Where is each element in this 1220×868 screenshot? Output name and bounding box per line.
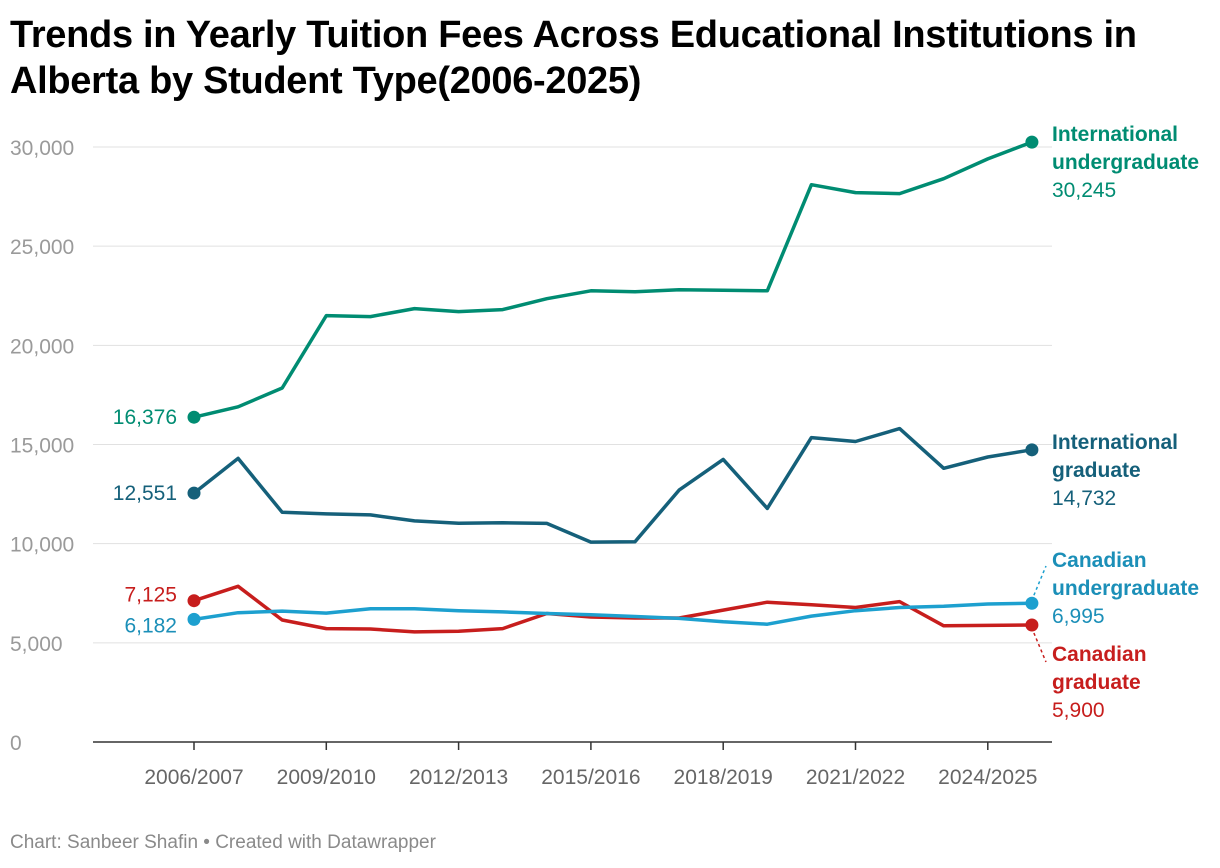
- end-point-marker: [1025, 596, 1039, 610]
- x-tick-label: 2009/2010: [277, 766, 376, 789]
- y-tick-label: 5,000: [10, 633, 63, 656]
- x-axis: 2006/2007 2009/2010 2012/2013 2015/2016 2018…: [93, 741, 1052, 789]
- series-lines: [187, 135, 1039, 634]
- y-tick-label: 30,000: [10, 137, 74, 160]
- gridlines: [93, 146, 1052, 644]
- x-tick-label: 2012/2013: [409, 766, 508, 789]
- start-point-marker: [187, 612, 201, 626]
- y-tick-label: 15,000: [10, 435, 74, 458]
- y-axis-ticks: 0 5,000 10,000 15,000 20,000 25,000 30,000: [10, 137, 74, 755]
- series-name-label: Canadian: [1052, 643, 1147, 666]
- x-tick-label: 2006/2007: [144, 766, 243, 789]
- end-value-label: 30,245: [1052, 179, 1116, 202]
- x-tick-label: 2021/2022: [806, 766, 905, 789]
- series-line: [192, 140, 1034, 419]
- end-value-label: 6,995: [1052, 605, 1105, 628]
- start-point-marker: [187, 486, 201, 500]
- series-labels: 16,376 12,551 6,182 7,125 International under…: [113, 123, 1199, 722]
- x-tick-label: 2015/2016: [541, 766, 640, 789]
- x-tick-label: 2018/2019: [674, 766, 773, 789]
- series-line: [192, 426, 1034, 544]
- y-tick-label: 20,000: [10, 335, 74, 358]
- y-tick-label: 25,000: [10, 236, 74, 259]
- end-point-marker: [1025, 135, 1039, 149]
- end-point-marker: [1025, 443, 1039, 457]
- series-name-label: undergraduate: [1052, 577, 1199, 600]
- series-name-label: Canadian: [1052, 549, 1147, 572]
- end-value-label: 5,900: [1052, 699, 1105, 722]
- series-name-label: graduate: [1052, 671, 1141, 694]
- series-line: [192, 601, 1034, 626]
- start-value-label: 16,376: [113, 406, 177, 429]
- end-point-marker: [1025, 618, 1039, 632]
- series-line: [192, 584, 1034, 634]
- x-tick-label: 2024/2025: [938, 766, 1037, 789]
- end-value-label: 14,732: [1052, 487, 1116, 510]
- start-value-label: 6,182: [124, 614, 177, 637]
- series-name-label: graduate: [1052, 459, 1141, 482]
- y-tick-label: 10,000: [10, 534, 74, 557]
- start-value-label: 12,551: [113, 482, 177, 505]
- chart-title: Trends in Yearly Tuition Fees Across Edu…: [10, 14, 1137, 102]
- y-tick-label: 0: [10, 732, 22, 755]
- start-value-label: 7,125: [124, 584, 177, 607]
- series-name-label: undergraduate: [1052, 151, 1199, 174]
- chart-credit: Chart: Sanbeer Shafin • Created with Dat…: [10, 832, 436, 853]
- start-point-marker: [187, 594, 201, 608]
- leader-line: [1033, 632, 1047, 663]
- leader-line: [1033, 565, 1047, 596]
- series-name-label: International: [1052, 123, 1178, 146]
- series-name-label: International: [1052, 431, 1178, 454]
- start-point-marker: [187, 410, 201, 424]
